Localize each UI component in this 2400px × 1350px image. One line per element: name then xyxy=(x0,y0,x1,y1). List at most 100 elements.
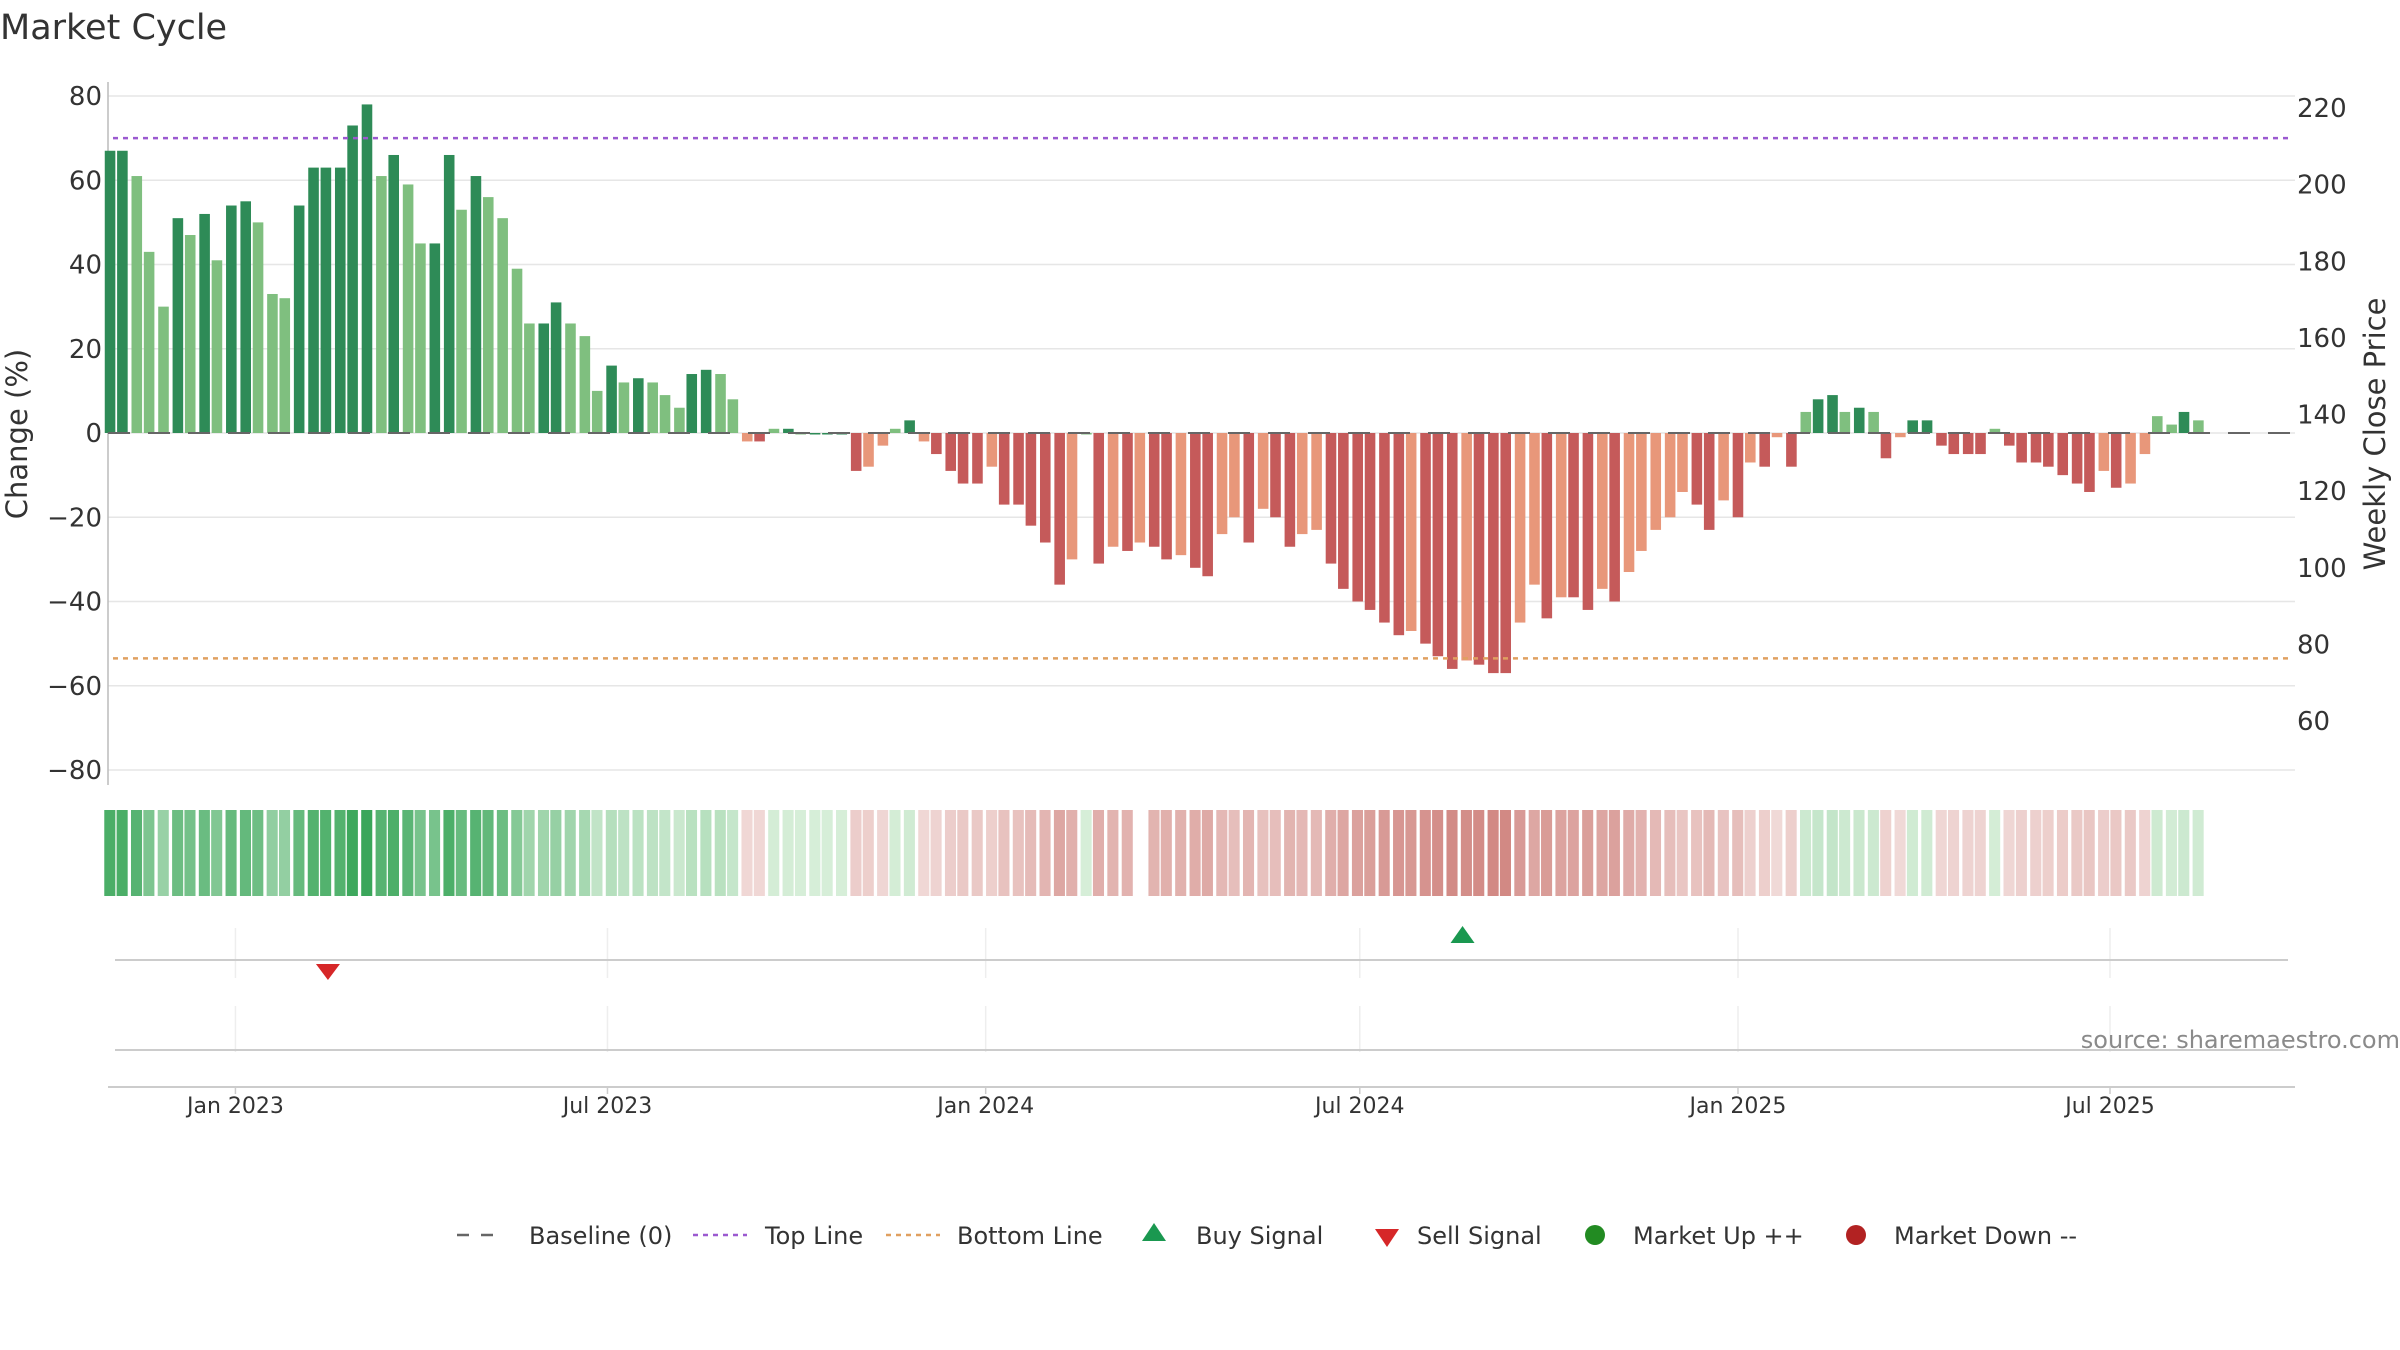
heat-strip-cell xyxy=(1284,810,1296,896)
heat-strip-cell xyxy=(1092,810,1105,896)
heat-strip-cell xyxy=(2192,810,2204,896)
change-bar xyxy=(1514,433,1526,623)
change-bar xyxy=(1541,433,1553,619)
change-bar xyxy=(1352,433,1363,602)
change-bar xyxy=(1338,433,1349,589)
legend-label: Market Down -- xyxy=(1894,1222,2077,1250)
heat-strip-cell xyxy=(1025,810,1037,896)
heat-strip-cell xyxy=(429,810,441,896)
change-bar xyxy=(415,243,426,433)
change-bar xyxy=(1296,433,1308,535)
change-bar xyxy=(2043,433,2054,467)
heat-strip-cell xyxy=(2071,810,2083,896)
y2-tick-label: 200 xyxy=(2297,171,2347,201)
heat-strip-cell xyxy=(986,810,998,896)
heat-strip-cell xyxy=(1935,810,1947,896)
heat-strip-cell xyxy=(116,810,128,896)
change-bar xyxy=(2166,424,2177,433)
heat-strip-cell xyxy=(685,810,698,896)
y-tick-label: 40 xyxy=(69,251,102,281)
heat-strip-cell xyxy=(605,810,617,896)
heat-strip-cell xyxy=(1325,810,1337,896)
change-bar xyxy=(2151,416,2163,433)
change-bar xyxy=(252,222,264,434)
x-tick-labels: Jan 2023 Jul 2023 Jan 2024 Jul 2024 Jan 2025… xyxy=(185,1087,2155,1119)
change-bar xyxy=(1718,433,1729,501)
change-bar xyxy=(1880,433,1892,459)
heat-strip-cell xyxy=(346,810,358,896)
change-bar xyxy=(1054,433,1065,585)
change-bar xyxy=(2084,433,2095,492)
heat-strip-cell xyxy=(1880,810,1892,896)
change-bar xyxy=(1853,407,1865,433)
y-tick-label: −40 xyxy=(47,588,102,618)
change-bar xyxy=(741,433,753,442)
change-bar xyxy=(550,302,562,433)
heat-strip-cell xyxy=(659,810,671,896)
change-bar xyxy=(211,260,223,433)
heat-strip-cell xyxy=(278,810,291,896)
heat-strip-cell xyxy=(1310,810,1322,896)
x-tick-label: Jul 2024 xyxy=(1313,1094,1405,1119)
change-bar xyxy=(131,176,143,434)
heat-strip-cell xyxy=(1107,810,1119,896)
change-bar xyxy=(674,407,685,433)
change-bar xyxy=(117,150,128,433)
heat-strip-cell xyxy=(632,810,644,896)
circle-icon xyxy=(1585,1225,1605,1245)
change-bar xyxy=(2004,433,2015,446)
heat-strip-cell xyxy=(591,810,603,896)
heat-strip-cell xyxy=(375,810,387,896)
legend: Baseline (0) Top Line Bottom Line Buy Si… xyxy=(457,1222,2077,1250)
heat-strip-cell xyxy=(414,810,426,896)
change-bar xyxy=(538,323,550,433)
heat-strip-cell xyxy=(1635,810,1647,896)
heat-strip-cell xyxy=(511,810,523,896)
heat-strip-cell xyxy=(1528,810,1540,896)
x-tick-label: Jan 2024 xyxy=(935,1094,1034,1119)
heat-strip-cell xyxy=(2030,810,2042,896)
heat-strip-cell xyxy=(334,810,346,896)
x-tick-label: Jan 2023 xyxy=(185,1094,284,1119)
triangle-down-icon xyxy=(1375,1229,1399,1247)
change-bar xyxy=(1161,433,1172,560)
heat-strip-cell xyxy=(293,810,305,896)
change-bar xyxy=(1827,395,1838,433)
heat-strip-cell xyxy=(1703,810,1715,896)
y2-tick-label: 120 xyxy=(2297,477,2347,507)
heat-strip-cell xyxy=(821,810,833,896)
heat-strip-cell xyxy=(1623,810,1635,896)
change-bar xyxy=(2030,433,2042,463)
y2-axis-title: Weekly Close Price xyxy=(2358,298,2392,571)
heat-strip-cell xyxy=(1432,810,1444,896)
change-bar xyxy=(1989,428,2001,433)
change-bar xyxy=(931,433,942,455)
change-bar xyxy=(1582,433,1594,610)
x-tick-label: Jul 2025 xyxy=(2063,1094,2155,1119)
heat-strip-cell xyxy=(470,810,482,896)
heat-strip-cell xyxy=(2178,810,2190,896)
y2-tick-label: 160 xyxy=(2297,324,2347,354)
heat-strip-cell xyxy=(782,810,794,896)
heat-strip-cell xyxy=(1499,810,1511,896)
heat-strip-cell xyxy=(1487,810,1499,896)
change-bar xyxy=(606,365,617,433)
change-bar xyxy=(659,395,671,433)
heat-strip-cell xyxy=(184,810,196,896)
heat-strip-cell xyxy=(402,810,414,896)
change-bar xyxy=(783,428,794,433)
heat-strip-cell xyxy=(1732,810,1744,896)
heat-strip-cell xyxy=(741,810,753,896)
heat-strip-cell xyxy=(1446,810,1458,896)
heat-strip-cell xyxy=(2139,810,2151,896)
circle-icon xyxy=(1846,1225,1866,1245)
legend-label: Market Up ++ xyxy=(1633,1222,1804,1250)
change-bar xyxy=(1555,433,1567,598)
heat-strip-cell xyxy=(143,810,155,896)
change-bar xyxy=(1907,420,1918,433)
change-bar xyxy=(972,433,983,484)
heat-strip-cell xyxy=(918,810,930,896)
change-bar xyxy=(700,369,712,433)
legend-item-baseline: Baseline (0) xyxy=(457,1222,672,1250)
